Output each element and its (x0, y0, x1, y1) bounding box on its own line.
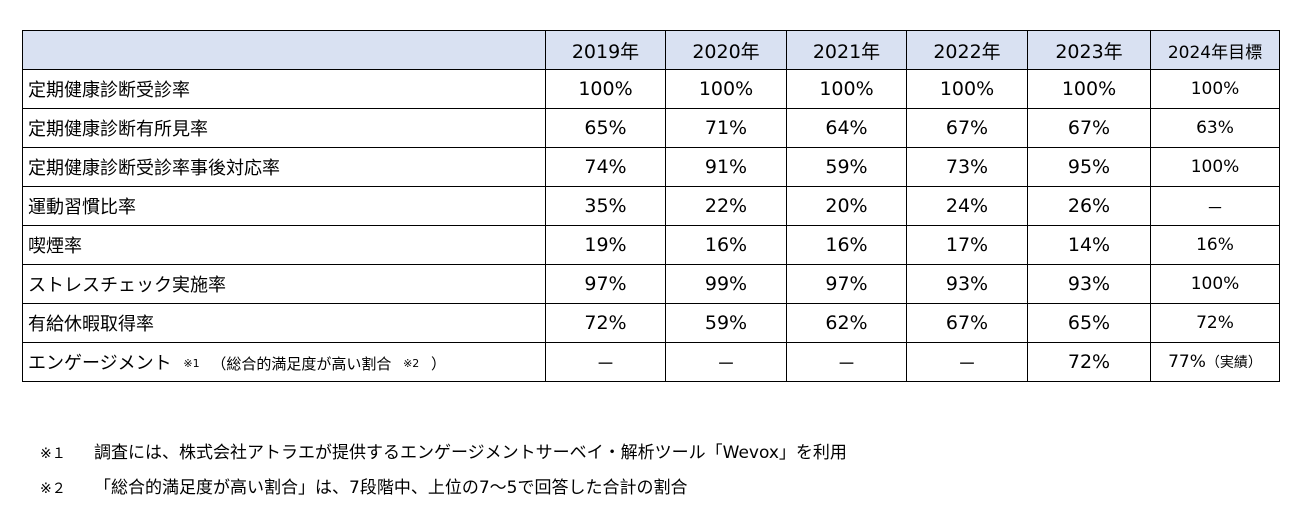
row-label: 喫煙率 (22, 225, 546, 265)
footnotes: ※１ 調査には、株式会社アトラエが提供するエンゲージメントサーベイ・解析ツール「W… (40, 436, 847, 506)
table-cell: 67% (906, 303, 1028, 343)
table-cell: － (665, 342, 787, 382)
header-year-2020: 2020年 (665, 30, 787, 70)
table-cell: 16% (665, 225, 787, 265)
engagement-target-note: （実績） (1205, 355, 1262, 371)
header-row: 2019年 2020年 2021年 2022年 2023年 2024年目標 (22, 30, 1280, 70)
table-cell: 17% (906, 225, 1028, 265)
header-year-2023: 2023年 (1027, 30, 1151, 70)
target-cell: 63% (1150, 108, 1280, 148)
table-cell: 97% (786, 264, 907, 304)
table-cell: 24% (906, 186, 1028, 226)
footnote-1-mark: ※１ (40, 446, 66, 462)
table-cell: 35% (545, 186, 666, 226)
table-cell: 93% (906, 264, 1028, 304)
health-stats-table: 2019年 2020年 2021年 2022年 2023年 2024年目標 定期… (22, 30, 1280, 382)
table-cell: 99% (665, 264, 787, 304)
table-cell: 100% (1027, 69, 1151, 109)
table-row: 定期健康診断有所見率 65% 71% 64% 67% 67% 63% (22, 108, 1280, 148)
table-row: 運動習慣比率 35% 22% 20% 24% 26% － (22, 186, 1280, 226)
table-cell: 62% (786, 303, 907, 343)
table-cell: 19% (545, 225, 666, 265)
table-cell: 22% (665, 186, 787, 226)
row-label: 有給休暇取得率 (22, 303, 546, 343)
table-row: ストレスチェック実施率 97% 99% 97% 93% 93% 100% (22, 264, 1280, 304)
table-cell: 100% (545, 69, 666, 109)
note-1-marker: ※1 (183, 357, 200, 370)
footnote-1-text: 調査には、株式会社アトラエが提供するエンゲージメントサーベイ・解析ツール「Wev… (94, 443, 847, 463)
table-cell: 95% (1027, 147, 1151, 187)
table-cell: 71% (665, 108, 787, 148)
note-2-marker: ※2 (403, 357, 420, 370)
table-cell: 65% (1027, 303, 1151, 343)
header-2024-target: 2024年目標 (1150, 30, 1280, 70)
table-row: 喫煙率 19% 16% 16% 17% 14% 16% (22, 225, 1280, 265)
target-cell: 100% (1150, 147, 1280, 187)
row-label: ストレスチェック実施率 (22, 264, 546, 304)
table-cell: 64% (786, 108, 907, 148)
table-cell: 73% (906, 147, 1028, 187)
engagement-target-value: 77% (1168, 352, 1206, 372)
footnote-2: ※２ 「総合的満足度が高い割合」は、7段階中、上位の7～5で回答した合計の割合 (40, 471, 847, 506)
table-cell: 20% (786, 186, 907, 226)
row-label: 運動習慣比率 (22, 186, 546, 226)
table-cell: 14% (1027, 225, 1151, 265)
engagement-paren-text: （総合的満足度が高い割合 (211, 355, 392, 373)
table-cell: － (906, 342, 1028, 382)
row-label: 定期健康診断受診率 (22, 69, 546, 109)
table-cell: 65% (545, 108, 666, 148)
header-year-2021: 2021年 (786, 30, 907, 70)
engagement-label: エンゲージメント (28, 353, 172, 374)
table-cell: 67% (906, 108, 1028, 148)
row-label: 定期健康診断受診率事後対応率 (22, 147, 546, 187)
footnote-1: ※１ 調査には、株式会社アトラエが提供するエンゲージメントサーベイ・解析ツール「W… (40, 436, 847, 471)
table-cell: － (786, 342, 907, 382)
table-cell: 93% (1027, 264, 1151, 304)
table-row: 有給休暇取得率 72% 59% 62% 67% 65% 72% (22, 303, 1280, 343)
table-cell: 100% (786, 69, 907, 109)
table-cell: 97% (545, 264, 666, 304)
table-cell: 67% (1027, 108, 1151, 148)
header-year-2019: 2019年 (545, 30, 666, 70)
target-cell: 100% (1150, 264, 1280, 304)
footnote-2-mark: ※２ (40, 481, 66, 497)
table-cell: 26% (1027, 186, 1151, 226)
table-cell: 59% (786, 147, 907, 187)
header-year-2022: 2022年 (906, 30, 1028, 70)
target-cell: － (1150, 186, 1280, 226)
table-cell: 91% (665, 147, 787, 187)
table-row: 定期健康診断受診率事後対応率 74% 91% 59% 73% 95% 100% (22, 147, 1280, 187)
target-cell: 16% (1150, 225, 1280, 265)
table-cell: 59% (665, 303, 787, 343)
header-corner-cell (22, 30, 546, 70)
target-cell: 100% (1150, 69, 1280, 109)
table-cell: 72% (1027, 342, 1151, 382)
table-cell: 74% (545, 147, 666, 187)
table-cell: 100% (906, 69, 1028, 109)
engagement-label-cell: エンゲージメント ※1 （総合的満足度が高い割合 ※2 ） (22, 342, 546, 382)
row-label: 定期健康診断有所見率 (22, 108, 546, 148)
table-cell: 100% (665, 69, 787, 109)
footnote-2-text: 「総合的満足度が高い割合」は、7段階中、上位の7～5で回答した合計の割合 (94, 478, 688, 498)
engagement-target-cell: 77%（実績） (1150, 342, 1280, 382)
table-cell: 72% (545, 303, 666, 343)
engagement-row: エンゲージメント ※1 （総合的満足度が高い割合 ※2 ） － － － － 72… (22, 342, 1280, 382)
engagement-paren-close: ） (431, 355, 447, 373)
table-cell: 16% (786, 225, 907, 265)
table-cell: － (545, 342, 666, 382)
table-row: 定期健康診断受診率 100% 100% 100% 100% 100% 100% (22, 69, 1280, 109)
target-cell: 72% (1150, 303, 1280, 343)
